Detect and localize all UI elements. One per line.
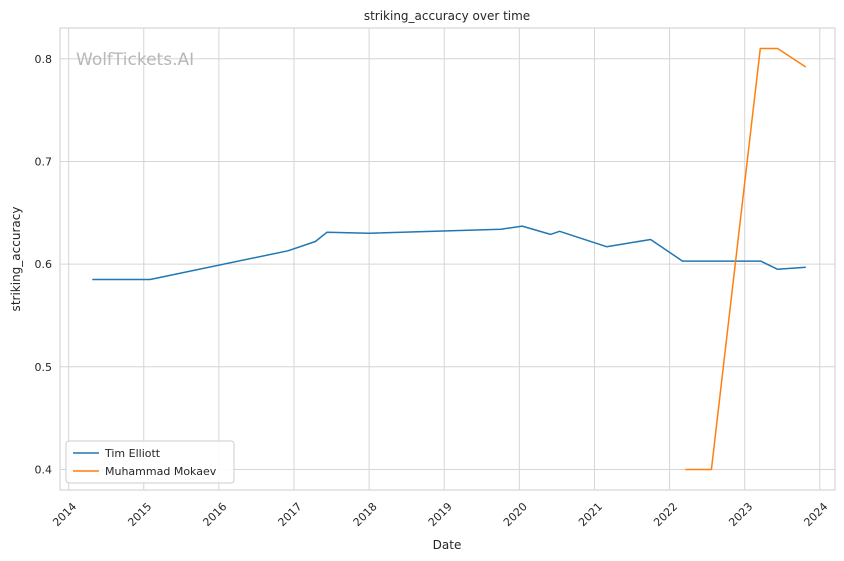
x-tick-label: 2021 (576, 500, 605, 529)
legend: Tim Elliott Muhammad Mokaev (65, 440, 235, 484)
y-tick-label: 0.6 (35, 258, 53, 271)
x-tick-label: 2018 (351, 500, 380, 529)
y-axis-title: striking_accuracy (9, 207, 23, 312)
x-tick-label: 2017 (276, 500, 305, 529)
x-tick-label: 2015 (125, 500, 154, 529)
x-tick-label: 2020 (501, 500, 530, 529)
plot-area (59, 27, 836, 491)
x-tick-label: 2014 (50, 500, 79, 529)
x-axis-ticks: 2014 2015 2016 2017 2018 2019 2020 2021 2022 2023… (50, 500, 830, 529)
series-line-tim-elliott (92, 225, 806, 281)
chart-title: striking_accuracy over time (364, 9, 530, 23)
series-lines (92, 47, 807, 471)
x-tick-label: 2022 (651, 500, 680, 529)
grid (60, 28, 835, 490)
legend-label-tim-elliott: Tim Elliott (104, 447, 161, 460)
y-tick-label: 0.7 (35, 155, 53, 168)
watermark: WolfTickets.AI (76, 50, 194, 70)
legend-box (65, 440, 235, 484)
series-line-muhammad-mokaev (685, 47, 807, 471)
legend-label-muhammad-mokaev: Muhammad Mokaev (105, 465, 217, 478)
x-tick-label: 2016 (200, 500, 229, 529)
y-tick-label: 0.5 (35, 361, 53, 374)
y-axis-ticks: 0.4 0.5 0.6 0.7 0.8 (35, 53, 53, 477)
y-tick-label: 0.8 (35, 53, 53, 66)
y-tick-label: 0.4 (35, 463, 53, 476)
x-tick-label: 2023 (726, 500, 755, 529)
x-tick-label: 2019 (426, 500, 455, 529)
x-tick-label: 2024 (801, 500, 830, 529)
x-axis-title: Date (433, 538, 462, 552)
